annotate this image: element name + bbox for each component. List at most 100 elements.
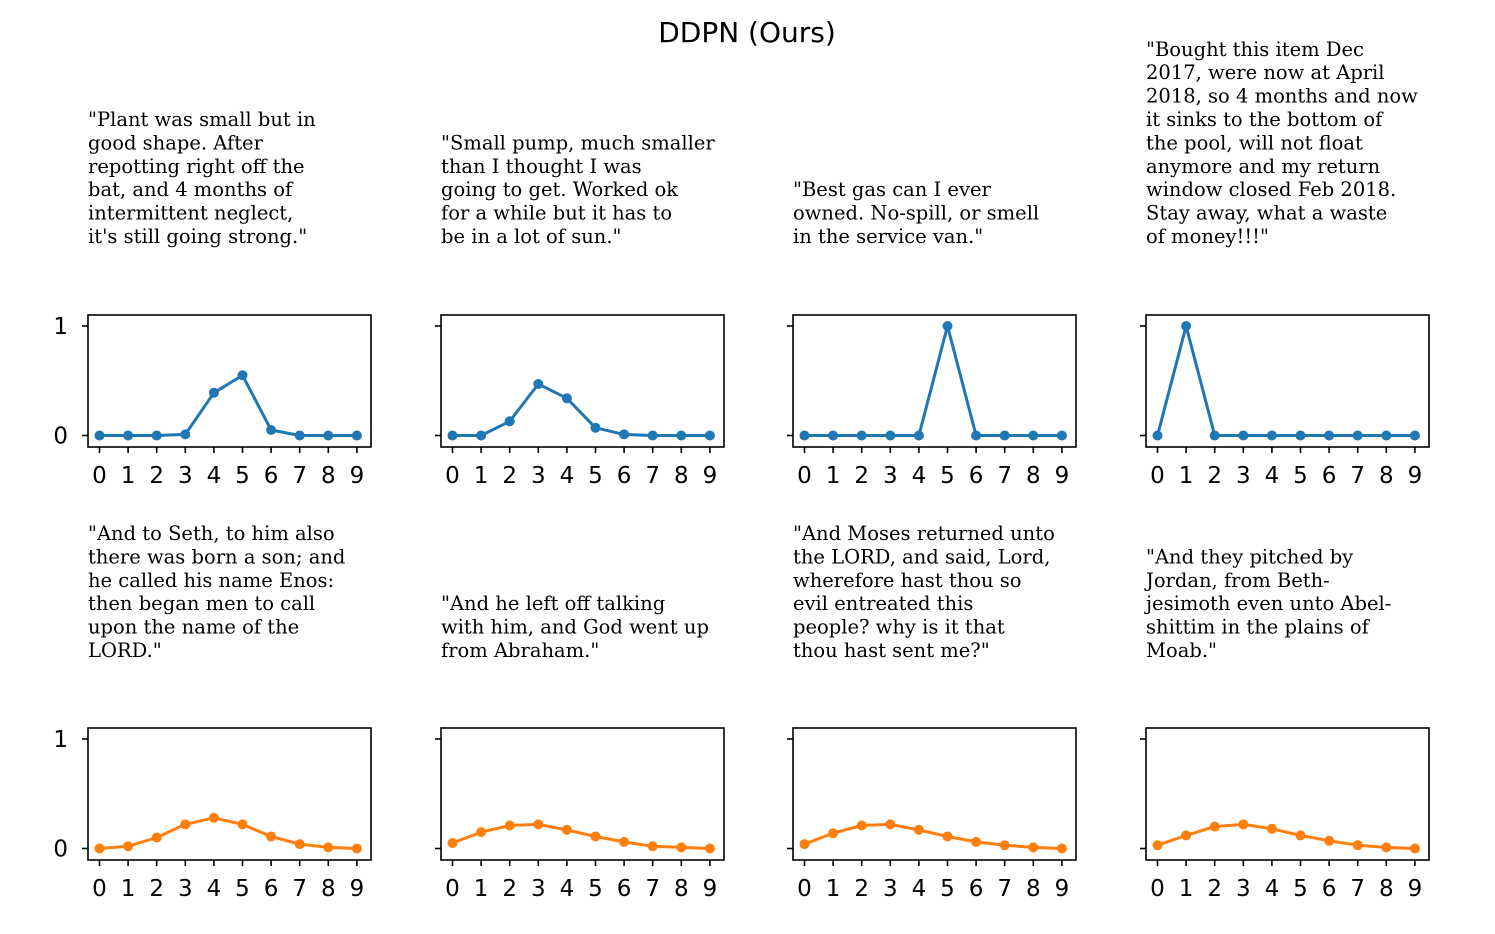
- x-tick-label: 5: [588, 463, 603, 489]
- x-tick-label: 8: [1026, 463, 1041, 489]
- data-point: [1295, 430, 1306, 441]
- x-tick-label: 5: [235, 463, 250, 489]
- data-point: [999, 840, 1010, 851]
- x-tick-label: 3: [1236, 876, 1251, 902]
- x-tick-label: 7: [292, 876, 307, 902]
- data-point: [237, 370, 248, 381]
- quote-line: good shape. After: [88, 131, 264, 154]
- x-tick-label: 2: [502, 463, 517, 489]
- x-tick-label: 1: [121, 876, 136, 902]
- data-point: [885, 430, 896, 441]
- data-point: [619, 429, 630, 440]
- x-tick-label: 2: [854, 876, 869, 902]
- data-point: [1352, 430, 1363, 441]
- data-point: [1381, 842, 1392, 853]
- x-tick-label: 9: [1408, 463, 1423, 489]
- data-point: [799, 839, 810, 850]
- data-point: [94, 430, 105, 441]
- data-point: [323, 430, 334, 441]
- data-point: [1152, 430, 1163, 441]
- data-point: [294, 430, 305, 441]
- series-line: [803, 324, 1064, 437]
- quote-line: than I thought I was: [441, 155, 642, 178]
- data-point: [885, 819, 896, 830]
- data-point: [799, 430, 810, 441]
- data-point: [561, 824, 572, 835]
- x-tick-label: 4: [912, 463, 927, 489]
- x-tick-label: 8: [321, 463, 336, 489]
- x-tick-label: 2: [854, 463, 869, 489]
- data-point: [971, 836, 982, 847]
- x-tick-label: 6: [1322, 463, 1337, 489]
- series-line: [1156, 324, 1417, 437]
- x-tick-label: 1: [1179, 876, 1194, 902]
- x-tick-label: 6: [969, 463, 984, 489]
- data-point: [1295, 830, 1306, 841]
- x-tick-label: 5: [588, 876, 603, 902]
- x-tick-label: 0: [445, 876, 460, 902]
- x-tick-label: 1: [121, 463, 136, 489]
- quote-line: the LORD, and said, Lord,: [793, 545, 1050, 568]
- x-tick-label: 0: [1150, 463, 1165, 489]
- figure-title: DDPN (Ours): [658, 16, 836, 49]
- data-point: [561, 393, 572, 404]
- x-tick-label: 1: [826, 876, 841, 902]
- quote-line: it sinks to the bottom of: [1146, 108, 1384, 131]
- quote-line: "And Moses returned unto: [793, 522, 1055, 545]
- quote-line: the pool, will not float: [1146, 131, 1363, 154]
- data-point: [828, 828, 839, 839]
- x-tick-label: 5: [1293, 463, 1308, 489]
- x-tick-label: 9: [1055, 463, 1070, 489]
- data-point: [266, 425, 277, 435]
- data-point: [123, 841, 134, 852]
- data-point: [999, 430, 1010, 441]
- x-tick-label: 4: [560, 463, 575, 489]
- data-point: [828, 430, 839, 441]
- data-point: [151, 832, 162, 843]
- quote-line: people? why is it that: [793, 616, 1005, 639]
- quote-line: for a while but it has to: [441, 202, 672, 225]
- data-point: [1266, 430, 1277, 441]
- quote-line: anymore and my return: [1146, 155, 1381, 178]
- data-point: [123, 430, 134, 441]
- x-tick-label: 8: [321, 876, 336, 902]
- x-tick-label: 2: [149, 876, 164, 902]
- quote-line: "And they pitched by: [1146, 545, 1353, 568]
- data-point: [1238, 430, 1249, 441]
- quote-line: Stay away, what a waste: [1146, 202, 1387, 225]
- x-tick-label: 6: [264, 876, 279, 902]
- x-tick-label: 9: [703, 463, 718, 489]
- quote-line: there was born a son; and: [88, 545, 345, 568]
- x-tick-label: 8: [1379, 876, 1394, 902]
- data-point: [237, 819, 248, 830]
- data-point: [704, 430, 715, 441]
- x-tick-label: 5: [940, 876, 955, 902]
- quote-line: shittim in the plains of: [1146, 616, 1371, 639]
- x-tick-label: 7: [997, 463, 1012, 489]
- x-tick-label: 4: [1265, 876, 1280, 902]
- data-point: [1324, 430, 1335, 441]
- data-point: [351, 430, 362, 441]
- quote-line: going to get. Worked ok: [441, 178, 678, 201]
- quote-line: he called his name Enos:: [88, 569, 334, 592]
- x-tick-label: 4: [207, 463, 222, 489]
- x-tick-label: 7: [1350, 463, 1365, 489]
- y-tick-label: 1: [53, 727, 68, 753]
- data-point: [590, 831, 601, 842]
- x-tick-label: 4: [560, 876, 575, 902]
- data-point: [619, 836, 630, 847]
- data-point: [476, 827, 487, 838]
- quote-line: wherefore hast thou so: [793, 569, 1022, 592]
- data-point: [1238, 819, 1249, 830]
- data-point: [504, 820, 515, 831]
- x-tick-label: 9: [1408, 876, 1423, 902]
- data-point: [151, 430, 162, 441]
- x-tick-label: 0: [1150, 876, 1165, 902]
- data-point: [1209, 430, 1220, 441]
- x-tick-label: 4: [1265, 463, 1280, 489]
- y-tick-label: 1: [53, 314, 68, 340]
- data-point: [1324, 835, 1335, 846]
